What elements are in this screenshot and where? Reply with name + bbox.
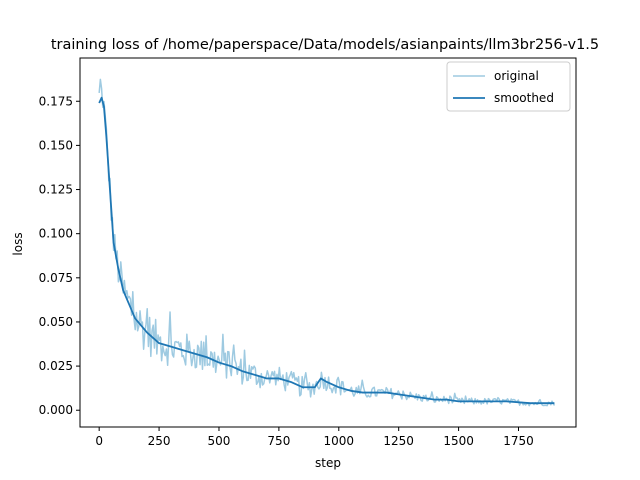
legend-original-label: original [494, 69, 539, 83]
x-tick-label: 1750 [503, 434, 534, 448]
y-tick-label: 0.175 [39, 94, 73, 108]
y-tick-label: 0.000 [39, 403, 73, 417]
x-axis-label: step [315, 456, 341, 470]
y-tick-label: 0.125 [39, 183, 73, 197]
y-tick-label: 0.075 [39, 271, 73, 285]
x-tick-label: 750 [267, 434, 290, 448]
smoothed-series-line [98, 96, 555, 405]
x-tick-label: 0 [95, 434, 103, 448]
legend-smoothed-label: smoothed [494, 91, 554, 105]
legend: original smoothed [446, 61, 571, 112]
y-tick-label: 0.100 [39, 227, 73, 241]
y-axis-label: loss [11, 232, 25, 255]
x-tick-label: 250 [148, 434, 171, 448]
y-tick-label: 0.050 [39, 315, 73, 329]
original-series-line [98, 78, 556, 407]
x-tick-label: 500 [208, 434, 231, 448]
y-tick-label: 0.150 [39, 138, 73, 152]
x-tick-label: 1500 [443, 434, 474, 448]
axes-frame [79, 57, 577, 428]
plot-area: 0 250 500 750 1000 1250 1500 1750 0.000 0.025 0.05… [39, 57, 577, 448]
x-tick-label: 1250 [383, 434, 414, 448]
y-tick-label: 0.025 [39, 359, 73, 373]
x-tick-label: 1000 [324, 434, 355, 448]
chart-title: training loss of /home/paperspace/Data/m… [51, 37, 599, 53]
